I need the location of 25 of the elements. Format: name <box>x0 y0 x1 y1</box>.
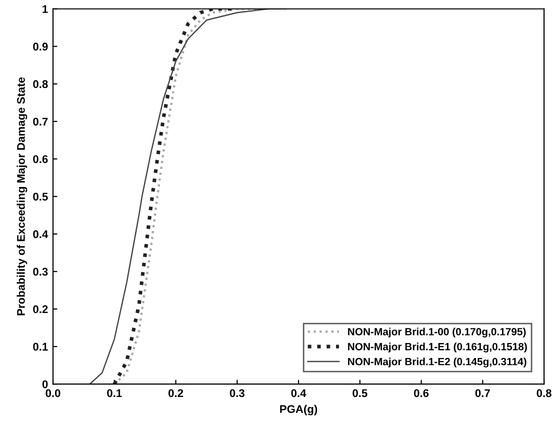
legend-label: NON-Major Brid.1-E1 (0.161g,0.1518) <box>348 342 527 352</box>
x-tick-label: 0.4 <box>291 389 306 398</box>
x-tick-label: 0.5 <box>352 389 368 398</box>
y-tick-label: 0.1 <box>33 342 48 351</box>
x-tick-label: 0.8 <box>536 389 552 398</box>
y-tick-label: 0.4 <box>33 230 48 238</box>
y-tick-label: 0 <box>42 380 48 388</box>
legend-label: NON-Major Brid.1-00 (0.170g,0.1795) <box>348 328 526 338</box>
y-tick-label: 0.2 <box>33 305 48 314</box>
y-tick-label: 0.7 <box>33 118 48 126</box>
x-tick-label: 0.7 <box>475 389 490 398</box>
y-tick-label: 0.6 <box>33 155 48 164</box>
y-tick-label: 0.8 <box>33 80 48 88</box>
x-tick-label: 0.1 <box>107 389 122 398</box>
y-tick-label: 0.9 <box>33 42 48 51</box>
x-tick-label: 0.3 <box>230 389 244 398</box>
x-tick-label: 0.0 <box>46 389 60 398</box>
y-tick-label: 0.5 <box>33 192 48 201</box>
x-tick-label: 0.2 <box>168 389 184 398</box>
y-tick-label: 0.3 <box>33 268 48 276</box>
x-tick-label: 0.6 <box>414 389 429 398</box>
legend-label: NON-Major Brid.1-E2 (0.145g,0.3114) <box>348 358 526 368</box>
y-tick-label: 1 <box>42 5 48 13</box>
y-axis-title: Probability of Exceeding Major Damage State <box>16 77 28 316</box>
x-axis-title: PGA(g) <box>280 404 318 416</box>
